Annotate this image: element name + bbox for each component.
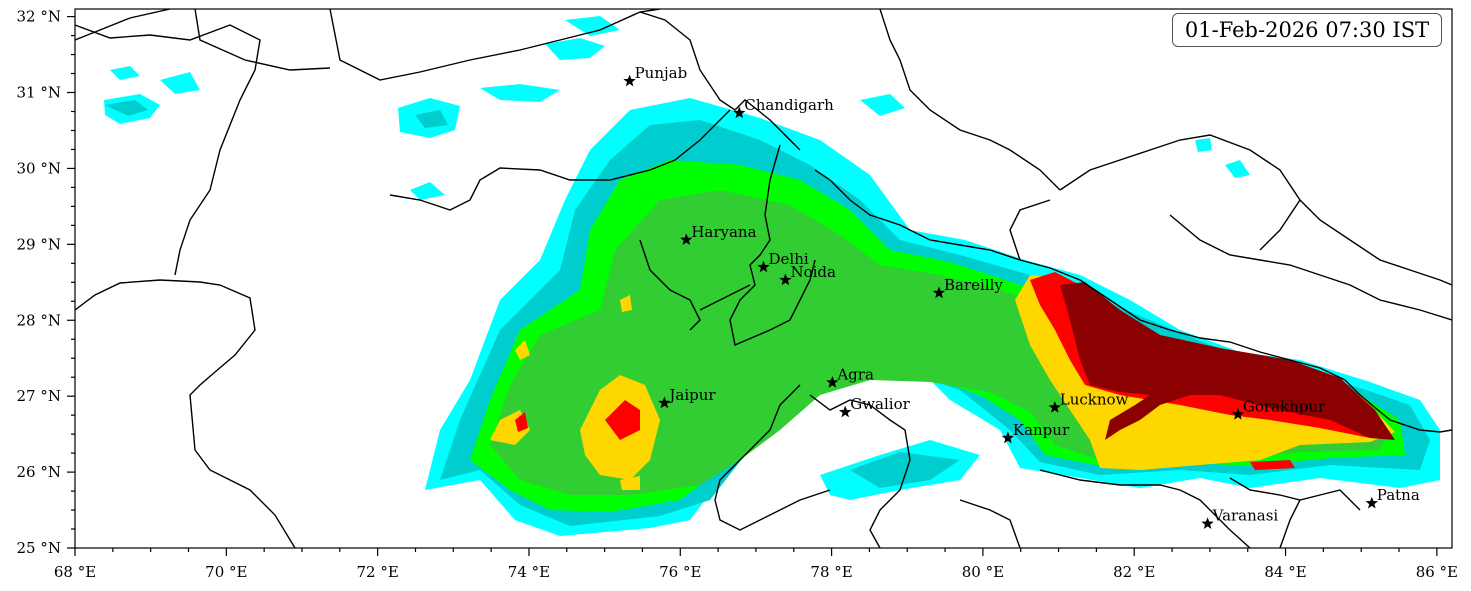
- city-star-icon: [826, 376, 839, 388]
- longitude-labels: 68 °E 70 °E 72 °E 74 °E 76 °E 78 °E 80 °E 82 °E…: [54, 563, 1458, 581]
- city-label: Lucknow: [1060, 391, 1129, 409]
- lon-tick-label: 72 °E: [356, 563, 398, 581]
- city-star-icon: [1201, 517, 1214, 529]
- city-label: Noida: [790, 263, 836, 281]
- city-label: Agra: [836, 366, 874, 384]
- contour-level-7: [1060, 282, 1395, 440]
- precipitation-field: [104, 16, 1440, 536]
- city-star-icon: [680, 233, 693, 245]
- city-label: Gwalior: [850, 395, 910, 413]
- city-star-icon: [757, 260, 770, 273]
- lon-tick-label: 80 °E: [962, 563, 1004, 581]
- city-star-icon: [839, 405, 852, 418]
- lon-tick-label: 86 °E: [1416, 563, 1458, 581]
- city-label: Chandigarh: [744, 96, 834, 114]
- city-star-icon: [1365, 496, 1378, 509]
- city-label: Haryana: [691, 223, 756, 241]
- lat-tick-label: 29 °N: [17, 235, 61, 253]
- axis-ticks: [67, 15, 1438, 556]
- lat-tick-label: 30 °N: [17, 159, 61, 177]
- lat-tick-label: 28 °N: [17, 311, 61, 329]
- city-star-icon: [658, 396, 671, 409]
- city-label: Bareilly: [944, 276, 1003, 294]
- city-label: Gorakhpur: [1243, 397, 1326, 415]
- city-star-icon: [1001, 431, 1015, 444]
- city-star-icon: [1048, 401, 1061, 413]
- city-label: Delhi: [769, 250, 809, 268]
- city-label: Kanpur: [1013, 421, 1070, 439]
- city-star-icon: [733, 106, 746, 119]
- lat-tick-label: 32 °N: [17, 8, 61, 26]
- city-star-icon: [779, 273, 792, 286]
- city-label: Jaipur: [667, 386, 716, 404]
- lon-tick-label: 84 °E: [1264, 563, 1306, 581]
- city-label: Varanasi: [1212, 507, 1279, 525]
- city-star-icon: [623, 74, 636, 87]
- lat-tick-label: 31 °N: [17, 84, 61, 102]
- city-label: Punjab: [635, 64, 688, 82]
- lat-tick-label: 25 °N: [17, 539, 61, 557]
- city-label: Patna: [1377, 486, 1420, 504]
- timestamp-label: 01-Feb-2026 07:30 IST: [1172, 13, 1442, 47]
- city-star-icon: [932, 286, 946, 299]
- lat-tick-label: 26 °N: [17, 463, 61, 481]
- latitude-labels: 32 °N 31 °N 30 °N 29 °N 28 °N 27 °N 26 °N 25 °N: [17, 8, 61, 557]
- lon-tick-label: 68 °E: [54, 563, 96, 581]
- lat-tick-label: 27 °N: [17, 387, 61, 405]
- lon-tick-label: 78 °E: [810, 563, 852, 581]
- lon-tick-label: 70 °E: [205, 563, 247, 581]
- state-borders: [75, 9, 1452, 548]
- plot-frame: [74, 8, 1453, 549]
- lon-tick-label: 74 °E: [508, 563, 550, 581]
- lon-tick-label: 76 °E: [659, 563, 701, 581]
- lon-tick-label: 82 °E: [1113, 563, 1155, 581]
- city-star-icon: [1231, 407, 1245, 420]
